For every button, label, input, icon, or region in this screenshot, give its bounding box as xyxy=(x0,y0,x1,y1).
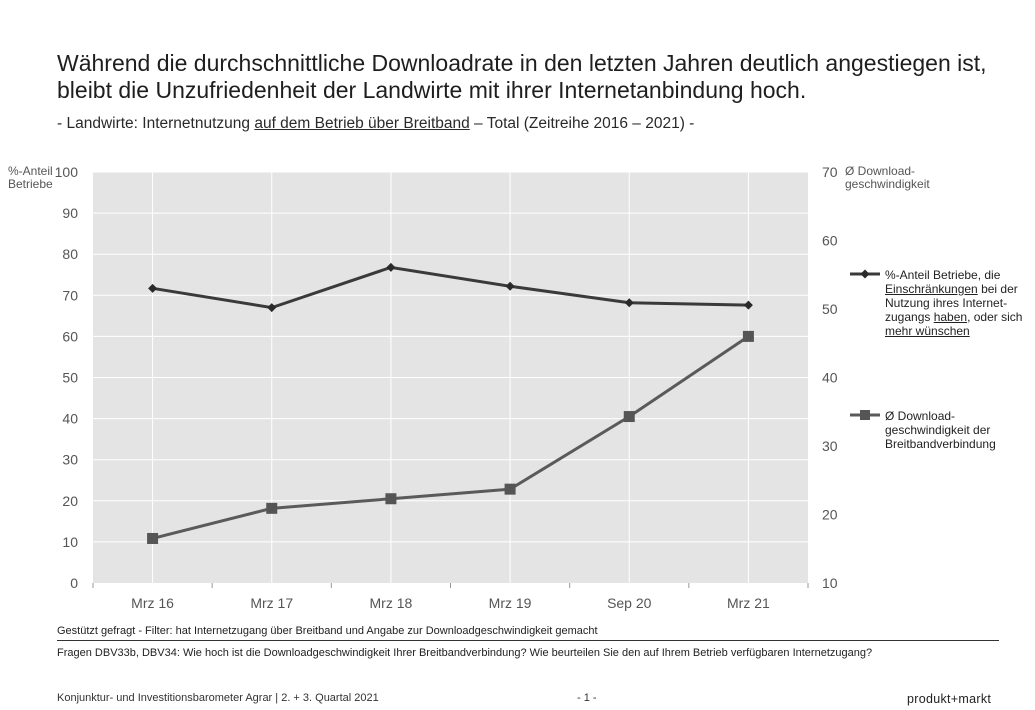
filter-note: Gestützt gefragt - Filter: hat Internetz… xyxy=(57,625,598,637)
x-tick-label: Mrz 21 xyxy=(727,595,770,611)
x-tick-label: Mrz 19 xyxy=(489,595,532,611)
title-line-2: bleibt die Unzufriedenheit der Landwirte… xyxy=(57,77,807,103)
legend-s2-line2: geschwindigkeit der xyxy=(885,423,991,437)
y-right-axis-title: Ø Download- geschwindigkeit xyxy=(845,165,930,191)
series-line-1 xyxy=(152,265,749,310)
data-point-square xyxy=(742,330,754,342)
y-left-tick-label: 30 xyxy=(62,452,78,468)
data-point-square xyxy=(623,411,635,423)
y-right-label-line1: Ø Download- xyxy=(845,164,916,178)
y-left-tick-label: 40 xyxy=(62,411,78,427)
y-left-tick-label: 100 xyxy=(55,164,79,180)
legend-s1-line5: mehr wünschen xyxy=(885,324,970,338)
legend-s2-line1: Ø Download- xyxy=(885,409,956,423)
data-point-square xyxy=(385,493,397,505)
y-right-label-line2: geschwindigkeit xyxy=(845,177,930,191)
series-line-2 xyxy=(152,335,750,540)
y-right-tick-label: 10 xyxy=(822,575,838,591)
data-point-diamond xyxy=(743,300,753,310)
legend-s1-line2: Einschränkungen bei der xyxy=(885,282,1018,296)
y-right-tick-label: 30 xyxy=(822,438,838,454)
subtitle-pre: - Landwirte: Internetnutzung xyxy=(57,115,255,132)
legend-s1-line1: %-Anteil Betriebe, die xyxy=(885,268,1001,282)
page-number: - 1 - xyxy=(577,692,597,704)
y-left-label-line2: Betriebe xyxy=(8,177,53,191)
legend-s1-line4: zugangs haben, oder sich xyxy=(885,310,1023,324)
footer-source: Konjunktur- und Investitionsbarometer Ag… xyxy=(57,692,379,704)
legend-series-2: Ø Download- geschwindigkeit der Breitban… xyxy=(885,409,996,451)
legend-marker-diamond xyxy=(860,269,870,279)
questions-note: Fragen DBV33b, DBV34: Wie hoch ist die D… xyxy=(57,647,873,659)
y-left-tick-label: 80 xyxy=(62,246,78,262)
brand-logo: produkt+markt xyxy=(907,692,992,706)
data-point-diamond xyxy=(386,262,396,272)
y-left-label-line1: %-Anteil xyxy=(8,164,53,178)
data-point-diamond xyxy=(505,281,515,291)
y-left-tick-label: 70 xyxy=(62,287,78,303)
title-line-1: Während die durchschnittliche Downloadra… xyxy=(57,50,987,76)
data-point-diamond xyxy=(267,303,277,313)
x-tick-label: Mrz 17 xyxy=(250,595,293,611)
subtitle-post: – Total (Zeitreihe 2016 – 2021) - xyxy=(469,115,695,132)
y-right-tick-label: 70 xyxy=(822,164,838,180)
y-left-tick-label: 50 xyxy=(62,370,78,386)
legend-series-1: %-Anteil Betriebe, die Einschränkungen b… xyxy=(885,268,1022,338)
legend-marker-square xyxy=(860,410,870,420)
data-point-square xyxy=(147,532,159,544)
y-right-tick-label: 50 xyxy=(822,301,838,317)
subtitle-underlined: auf dem Betrieb über Breitband xyxy=(254,115,470,132)
x-tick-label: Sep 20 xyxy=(607,595,652,611)
y-left-tick-label: 90 xyxy=(62,205,78,221)
x-tick-label: Mrz 18 xyxy=(370,595,413,611)
data-point-diamond xyxy=(624,298,634,308)
data-point-square xyxy=(266,502,278,514)
y-right-tick-label: 40 xyxy=(822,370,838,386)
legend-s2-line3: Breitbandverbindung xyxy=(885,437,996,451)
y-left-tick-label: 0 xyxy=(70,575,78,591)
y-right-tick-label: 60 xyxy=(822,233,838,249)
data-point-diamond xyxy=(148,283,158,293)
y-left-axis-title: %-Anteil Betriebe xyxy=(8,165,53,191)
x-tick-label: Mrz 16 xyxy=(131,595,174,611)
legend-s1-line3: Nutzung ihres Internet- xyxy=(885,296,1008,310)
data-point-square xyxy=(504,483,516,495)
y-left-tick-label: 60 xyxy=(62,328,78,344)
y-right-tick-label: 20 xyxy=(822,507,838,523)
divider xyxy=(57,640,999,641)
y-left-tick-label: 10 xyxy=(62,534,78,550)
page-title: Während die durchschnittliche Downloadra… xyxy=(57,50,1017,104)
y-left-tick-label: 20 xyxy=(62,493,78,509)
page-subtitle: - Landwirte: Internetnutzung auf dem Bet… xyxy=(57,115,694,133)
